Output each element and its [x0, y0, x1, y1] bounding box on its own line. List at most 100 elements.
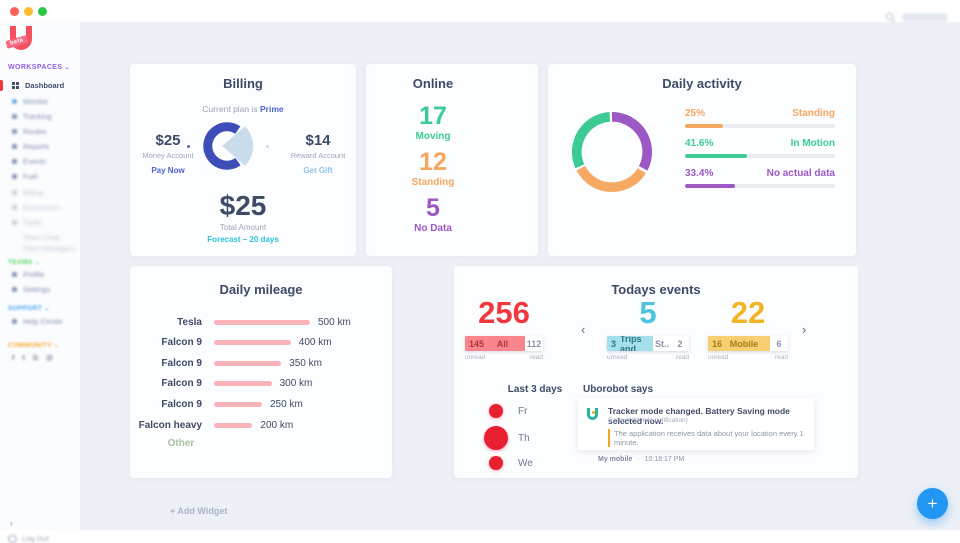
billing-icon [12, 190, 17, 195]
no-actual-data-pct: 33.4% [685, 168, 714, 179]
mileage-row: Falcon 9 350 km [161, 357, 322, 369]
add-fab-button[interactable]: + [917, 488, 948, 519]
sidebar: beta WORKSPACES Dashboard Monitor Tracki… [0, 22, 80, 543]
profile-icon [12, 272, 17, 277]
moving-stat: 17 Moving [366, 102, 500, 142]
connector-dot-right [266, 145, 269, 148]
day-row-thursday[interactable]: Th [482, 426, 530, 450]
all-total: 256 [478, 295, 530, 330]
facebook-icon[interactable]: f [12, 355, 15, 362]
notification-source: System (Mobile notification) [608, 417, 688, 424]
topbar-search[interactable] [885, 12, 948, 23]
minimize-window-icon[interactable] [24, 7, 33, 16]
collapse-sidebar-icon[interactable]: ‹ [10, 518, 13, 528]
in-motion-bar-fill [685, 154, 748, 158]
sidebar-item-monitor[interactable]: Monitor [0, 95, 80, 108]
sidebar-item-fleet-managers[interactable]: Fleet Managers .. [23, 243, 76, 262]
events-prev-icon[interactable]: ‹ [581, 322, 586, 337]
mileage-bar [214, 339, 291, 345]
events-group-all[interactable]: 256 145 All 112 unread read [465, 295, 543, 362]
money-account-label: Money Account [142, 151, 194, 160]
events-group-trips[interactable]: 5 3 Trips and St.. 2 unread read [607, 295, 689, 361]
daily-activity-card: Daily activity 25% Standing 41.6% In Motio… [548, 64, 856, 256]
mileage-row: Tesla 500 km [177, 316, 351, 328]
standing-bar-track [685, 124, 835, 128]
sidebar-item-reports[interactable]: Reports [0, 140, 80, 153]
sidebar-item-fuel[interactable]: Fuel [0, 170, 80, 183]
mileage-row: Falcon heavy 200 km [138, 419, 294, 431]
forecast-link[interactable]: Forecast – 20 days [207, 235, 279, 244]
billing-total: $25 Total Amount Forecast – 20 days [130, 190, 356, 244]
moving-label: Moving [415, 131, 451, 142]
get-gift-button[interactable]: Get Gift [303, 165, 333, 175]
standing-stat: 12 Standing [366, 148, 500, 188]
close-window-icon[interactable] [10, 7, 19, 16]
trips-label: Trips and [620, 336, 642, 352]
daily-mileage-card: Daily mileage Tesla 500 km Falcon 9 400 km… [130, 266, 392, 478]
twitter-icon[interactable]: t [22, 355, 25, 362]
sidebar-item-profile[interactable]: Profile [0, 268, 80, 281]
wednesday-activity-dot[interactable] [489, 456, 503, 470]
standing-pct: 25% [685, 108, 706, 119]
sidebar-item-dashboard[interactable]: Dashboard [0, 79, 80, 92]
settings-gear-icon [12, 287, 17, 292]
mileage-bar [214, 319, 310, 325]
notification-quote: The application receives data about your… [608, 429, 808, 447]
daily-mileage-title: Daily mileage [219, 282, 303, 297]
billing-card: Billing Current plan is Prime $25 Money … [130, 64, 356, 256]
todays-events-title: Todays events [611, 282, 701, 297]
other-link[interactable]: Other [167, 438, 195, 449]
events-group-mobile[interactable]: 22 16 Mobile 6 unread read [708, 295, 788, 361]
email-icon[interactable]: @ [46, 355, 53, 362]
community-icon[interactable]: G [32, 355, 39, 362]
sidebar-item-ecosystem[interactable]: Ecosystem [0, 201, 80, 214]
all-tab[interactable]: 145 All 112 [465, 336, 543, 352]
mobile-tab[interactable]: 16 Mobile 6 [708, 336, 788, 352]
workspaces-dropdown[interactable]: WORKSPACES [8, 64, 70, 71]
sidebar-item-help-center[interactable]: Help Center [0, 315, 80, 328]
tasks-icon [12, 220, 17, 225]
search-input[interactable] [902, 13, 948, 22]
day-row-wednesday[interactable]: We [482, 456, 533, 470]
pay-now-button[interactable]: Pay Now [151, 165, 185, 175]
mileage-row: Falcon 9 250 km [161, 398, 303, 410]
thursday-activity-dot[interactable] [484, 426, 508, 450]
plus-icon: + [927, 493, 938, 513]
mileage-row: Falcon 9 300 km [161, 377, 313, 389]
social-icons-row: f t G @ [12, 355, 53, 362]
notification-time: 10:18:17 PM [644, 456, 685, 463]
read-label: read [529, 354, 543, 362]
sidebar-section-teams[interactable]: TEAMS [8, 259, 40, 266]
add-widget-button[interactable]: + Add Widget [170, 506, 228, 516]
sidebar-section-support[interactable]: SUPPORT [8, 305, 50, 312]
trips-tab[interactable]: 3 Trips and St.. 2 [607, 336, 689, 352]
sidebar-item-billing[interactable]: Billing [0, 186, 80, 199]
day-row-friday[interactable]: Fr [482, 404, 527, 418]
mobile-unread-count: 16 [712, 338, 723, 349]
unread-label: unread [465, 354, 486, 362]
in-motion-pct: 41.6% [685, 138, 714, 149]
sidebar-item-settings[interactable]: Settings [0, 283, 80, 296]
trips-label-truncated: St.. [654, 338, 669, 349]
moving-count: 17 [419, 102, 447, 130]
logout-button[interactable]: Log Out [8, 534, 49, 543]
sidebar-section-community[interactable]: COMMUNITY [8, 342, 59, 349]
fuel-icon [12, 174, 17, 179]
friday-activity-dot[interactable] [489, 404, 503, 418]
standing-bar-fill [685, 124, 723, 128]
current-plan-label: Current plan is Prime [202, 104, 284, 114]
sidebar-item-events[interactable]: Events [0, 155, 80, 168]
mileage-row: Falcon 9 400 km [161, 336, 332, 348]
online-title: Online [412, 76, 454, 91]
sidebar-item-team-chat[interactable]: Team Chat [23, 233, 60, 242]
sidebar-item-tasks[interactable]: Tasks [0, 216, 80, 229]
sidebar-item-tracking[interactable]: Tracking [0, 110, 80, 123]
device-name: My mobile [598, 456, 633, 463]
events-next-icon[interactable]: › [802, 322, 807, 337]
zoom-window-icon[interactable] [38, 7, 47, 16]
routes-icon [12, 129, 17, 134]
notification-card[interactable]: Tracker mode changed. Battery Saving mod… [578, 398, 814, 450]
legend-row-no-actual-data: 33.4% No actual data [685, 168, 835, 188]
sidebar-item-routes[interactable]: Routes [0, 125, 80, 138]
in-motion-legend-label: In Motion [790, 138, 835, 149]
